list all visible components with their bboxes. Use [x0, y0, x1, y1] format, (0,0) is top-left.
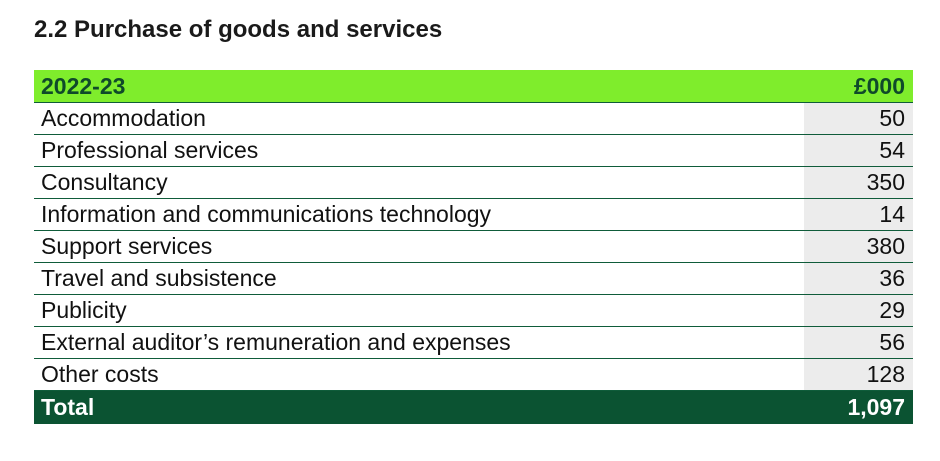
row-value: 128	[804, 359, 913, 390]
row-value: 54	[804, 135, 913, 166]
row-value: 29	[804, 295, 913, 326]
total-label: Total	[41, 394, 95, 420]
section-title: 2.2 Purchase of goods and services	[34, 16, 443, 43]
row-value: 50	[804, 103, 913, 134]
header-unit-label: £000	[853, 72, 905, 99]
table-row: Support services 380	[34, 231, 913, 263]
row-value: 36	[804, 263, 913, 294]
table-row: External auditor’s remuneration and expe…	[34, 327, 913, 359]
table-row: Accommodation 50	[34, 103, 913, 135]
row-label: Professional services	[41, 137, 259, 163]
row-label: Information and communications technolog…	[41, 201, 492, 227]
row-label: Other costs	[41, 361, 159, 387]
table-row: Travel and subsistence 36	[34, 263, 913, 295]
table-row: Information and communications technolog…	[34, 199, 913, 231]
total-value: 1,097	[847, 394, 905, 420]
row-label: Support services	[41, 233, 213, 259]
row-label: Accommodation	[41, 105, 206, 131]
table-row: Publicity 29	[34, 295, 913, 327]
row-value: 350	[804, 167, 913, 198]
row-value: 56	[804, 327, 913, 358]
table-row: Other costs 128	[34, 359, 913, 391]
row-label: Publicity	[41, 297, 127, 323]
table-row: Consultancy 350	[34, 167, 913, 199]
table-total-row: Total 1,097	[34, 391, 913, 424]
row-value: 380	[804, 231, 913, 262]
row-label: Travel and subsistence	[41, 265, 277, 291]
row-value: 14	[804, 199, 913, 230]
goods-services-table: 2022-23 £000 Accommodation 50 Profession…	[34, 70, 913, 424]
header-year-label: 2022-23	[41, 72, 126, 99]
table-row: Professional services 54	[34, 135, 913, 167]
row-label: External auditor’s remuneration and expe…	[41, 329, 511, 355]
row-label: Consultancy	[41, 169, 168, 195]
table-header-row: 2022-23 £000	[34, 70, 913, 103]
